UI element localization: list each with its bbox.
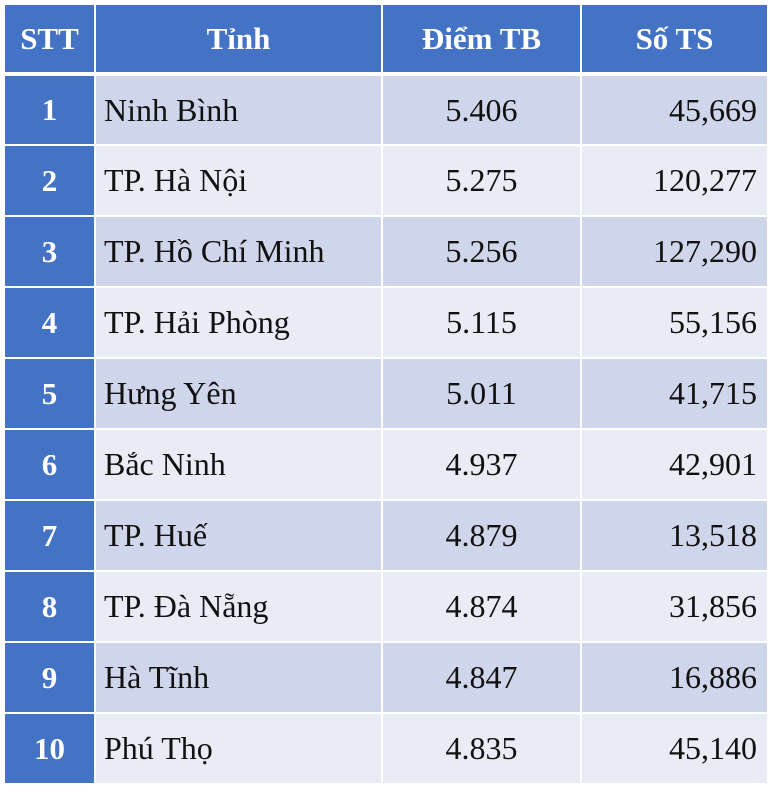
row-score: 4.847: [381, 641, 582, 714]
row-stt: 1: [3, 73, 96, 146]
table-row: 1 Ninh Bình 5.406 45,669: [3, 73, 769, 146]
table-row: 4 TP. Hải Phòng 5.115 55,156: [3, 286, 769, 359]
row-province: Phú Thọ: [94, 712, 383, 785]
table-row: 10 Phú Thọ 4.835 45,140: [3, 712, 769, 785]
table-row: 8 TP. Đà Nẵng 4.874 31,856: [3, 570, 769, 643]
table-body: 1 Ninh Bình 5.406 45,669 2 TP. Hà Nội 5.…: [3, 73, 769, 785]
row-score: 4.879: [381, 499, 582, 572]
row-province: TP. Hồ Chí Minh: [94, 215, 383, 288]
table-row: 2 TP. Hà Nội 5.275 120,277: [3, 144, 769, 217]
row-score: 5.256: [381, 215, 582, 288]
row-province: TP. Hà Nội: [94, 144, 383, 217]
row-province: Bắc Ninh: [94, 428, 383, 501]
row-province: TP. Đà Nẵng: [94, 570, 383, 643]
row-stt: 9: [3, 641, 96, 714]
row-score: 4.937: [381, 428, 582, 501]
row-count: 55,156: [580, 286, 769, 359]
row-stt: 10: [3, 712, 96, 785]
row-count: 31,856: [580, 570, 769, 643]
ranking-table: STT Tỉnh Điểm TB Số TS 1 Ninh Bình 5.406…: [3, 3, 769, 785]
row-count: 13,518: [580, 499, 769, 572]
row-stt: 2: [3, 144, 96, 217]
header-row: STT Tỉnh Điểm TB Số TS: [3, 3, 769, 76]
row-count: 45,140: [580, 712, 769, 785]
header-stt: STT: [3, 3, 96, 76]
table-header: STT Tỉnh Điểm TB Số TS: [3, 3, 769, 76]
row-count: 42,901: [580, 428, 769, 501]
row-province: TP. Huế: [94, 499, 383, 572]
row-count: 16,886: [580, 641, 769, 714]
row-count: 127,290: [580, 215, 769, 288]
row-score: 5.275: [381, 144, 582, 217]
ranking-table-container: STT Tỉnh Điểm TB Số TS 1 Ninh Bình 5.406…: [3, 3, 769, 796]
row-score: 5.406: [381, 73, 582, 146]
table-row: 3 TP. Hồ Chí Minh 5.256 127,290: [3, 215, 769, 288]
row-stt: 6: [3, 428, 96, 501]
row-stt: 4: [3, 286, 96, 359]
row-count: 45,669: [580, 73, 769, 146]
row-stt: 3: [3, 215, 96, 288]
row-count: 120,277: [580, 144, 769, 217]
header-province: Tỉnh: [94, 3, 383, 76]
row-score: 5.115: [381, 286, 582, 359]
row-score: 4.874: [381, 570, 582, 643]
row-stt: 7: [3, 499, 96, 572]
table-row: 9 Hà Tĩnh 4.847 16,886: [3, 641, 769, 714]
table-row: 7 TP. Huế 4.879 13,518: [3, 499, 769, 572]
table-row: 5 Hưng Yên 5.011 41,715: [3, 357, 769, 430]
row-score: 4.835: [381, 712, 582, 785]
row-score: 5.011: [381, 357, 582, 430]
row-province: Hà Tĩnh: [94, 641, 383, 714]
header-average-score: Điểm TB: [381, 3, 582, 76]
row-count: 41,715: [580, 357, 769, 430]
table-row: 6 Bắc Ninh 4.937 42,901: [3, 428, 769, 501]
row-province: Ninh Bình: [94, 73, 383, 146]
row-stt: 8: [3, 570, 96, 643]
row-province: Hưng Yên: [94, 357, 383, 430]
header-candidate-count: Số TS: [580, 3, 769, 76]
row-stt: 5: [3, 357, 96, 430]
row-province: TP. Hải Phòng: [94, 286, 383, 359]
